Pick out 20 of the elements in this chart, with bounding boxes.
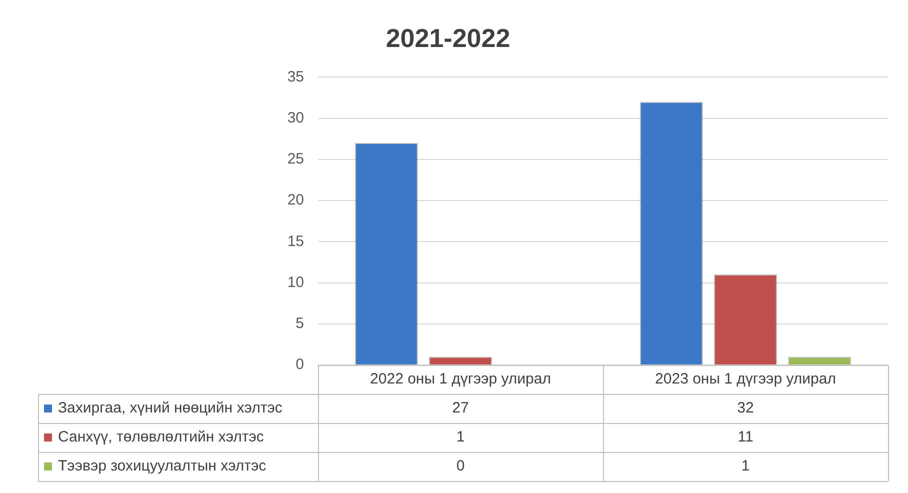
legend-label: Санхүү, төлөвлөлтийн хэлтэс (58, 428, 264, 446)
data-label: 27 (452, 400, 469, 417)
y-tick-label: 20 (287, 192, 304, 209)
y-tick-label: 0 (296, 356, 304, 374)
y-tick-label: 15 (287, 232, 304, 250)
data-label: 1 (456, 428, 465, 446)
legend-label: Захиргаа, хүний нөөцийн хэлтэс (58, 400, 283, 417)
legend-label: Тээвэр зохицуулалтын хэлтэс (58, 458, 267, 475)
y-tick-label: 10 (287, 274, 304, 291)
data-label: 11 (738, 428, 754, 446)
x-tick-label: 2023 оны 1 дүгээр улирал (655, 370, 836, 388)
x-tick-label: 2022 оны 1 дүгээр улирал (370, 370, 551, 388)
data-label: 1 (741, 458, 750, 475)
chart-title: 2021-2022 (386, 22, 510, 53)
y-tick-label: 35 (287, 68, 304, 86)
y-tick-label: 30 (287, 109, 304, 126)
y-tick-label: 25 (287, 150, 304, 168)
data-label: 0 (456, 458, 465, 475)
data-label: 32 (737, 400, 754, 417)
y-tick-label: 5 (296, 315, 304, 332)
